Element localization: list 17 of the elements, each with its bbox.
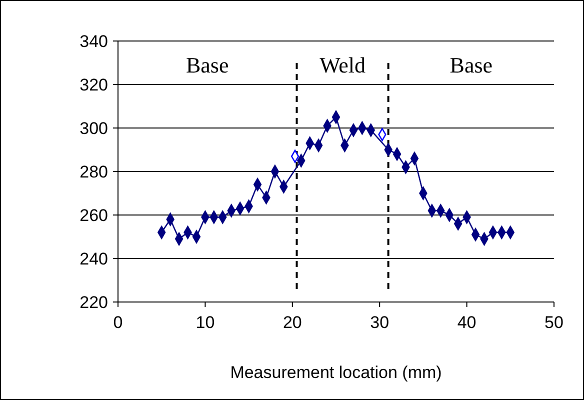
y-tick-label: 220 xyxy=(80,292,108,312)
annotation: Weld xyxy=(320,52,366,78)
y-tick-label: 260 xyxy=(80,206,108,225)
y-tick-label: 280 xyxy=(80,162,108,182)
x-tick-label: 40 xyxy=(457,313,476,332)
x-axis-title: Measurement location (mm) xyxy=(230,363,442,382)
y-tick-label: 300 xyxy=(80,118,108,138)
x-tick-label: 30 xyxy=(370,313,390,332)
annotation: Base xyxy=(186,52,229,78)
y-tick-label: 320 xyxy=(80,75,108,94)
y-tick-label: 240 xyxy=(80,249,108,268)
x-tick-label: 10 xyxy=(196,313,215,332)
y-tick-label: 340 xyxy=(80,32,108,51)
x-tick-label: 50 xyxy=(544,313,564,332)
annotation: Base xyxy=(450,52,493,78)
x-tick-label: 0 xyxy=(113,313,123,332)
x-tick-label: 20 xyxy=(282,313,302,332)
